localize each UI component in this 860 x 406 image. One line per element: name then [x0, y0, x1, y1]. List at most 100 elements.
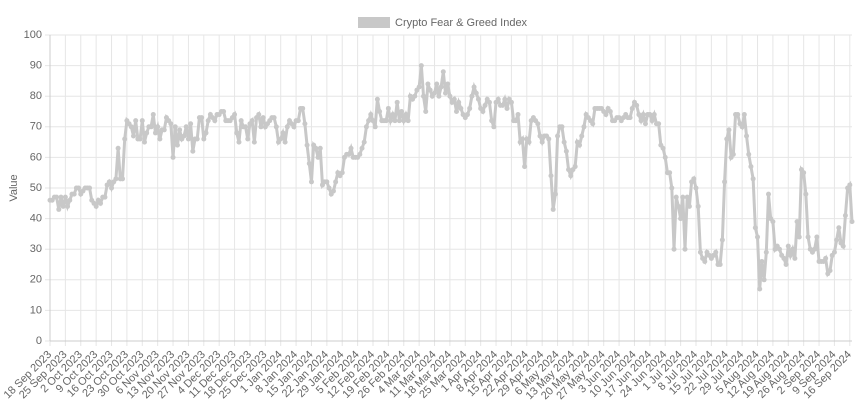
point	[396, 118, 402, 124]
point	[150, 112, 156, 118]
point	[667, 170, 673, 176]
point	[572, 164, 578, 170]
point	[836, 225, 842, 231]
point	[93, 203, 99, 209]
point	[649, 118, 655, 124]
y-tick-label: 100	[24, 29, 42, 41]
point	[750, 176, 756, 182]
point	[249, 118, 255, 124]
point	[834, 237, 840, 243]
point	[550, 206, 556, 212]
point	[456, 99, 462, 105]
point	[548, 173, 554, 179]
point	[141, 139, 147, 145]
point	[814, 234, 820, 240]
point	[54, 194, 60, 200]
point	[693, 185, 699, 191]
point	[500, 102, 506, 108]
y-tick-label: 70	[30, 121, 42, 133]
point	[258, 124, 264, 130]
legend-swatch	[358, 17, 390, 28]
point	[115, 145, 121, 151]
point	[755, 234, 761, 240]
point	[313, 145, 319, 151]
point	[113, 176, 119, 182]
point	[363, 124, 369, 130]
point	[60, 203, 66, 209]
point	[458, 105, 464, 111]
point	[236, 139, 242, 145]
point	[199, 115, 205, 121]
point	[675, 203, 681, 209]
point	[539, 139, 545, 145]
point	[324, 179, 330, 185]
point	[473, 90, 479, 96]
point	[634, 102, 640, 108]
point	[399, 109, 405, 114]
point	[278, 136, 284, 142]
point	[106, 179, 112, 185]
point	[425, 81, 431, 87]
point	[491, 124, 497, 130]
point	[636, 112, 642, 118]
point	[157, 136, 163, 142]
point	[238, 118, 244, 124]
point	[65, 203, 71, 209]
point	[232, 112, 238, 118]
point	[803, 191, 809, 197]
point	[781, 255, 787, 261]
point	[579, 133, 585, 139]
point	[713, 249, 719, 255]
point	[697, 249, 703, 255]
point	[790, 246, 796, 252]
point	[691, 176, 697, 182]
y-tick-label: 20	[30, 274, 42, 286]
point	[109, 185, 115, 191]
point	[300, 105, 306, 111]
point	[392, 118, 398, 124]
y-tick-label: 60	[30, 151, 42, 163]
y-tick-label: 40	[30, 213, 42, 225]
point	[366, 118, 372, 124]
point	[469, 93, 475, 99]
point	[647, 112, 653, 118]
point	[702, 258, 708, 264]
point	[174, 142, 180, 148]
point	[724, 136, 730, 142]
point	[432, 90, 438, 96]
point	[434, 81, 440, 87]
point	[464, 112, 470, 118]
point	[748, 164, 754, 170]
point	[243, 124, 249, 130]
point	[71, 191, 77, 197]
point	[423, 109, 429, 114]
point	[513, 118, 519, 124]
point	[122, 136, 128, 142]
point	[291, 124, 297, 130]
point	[482, 102, 488, 108]
point	[251, 139, 257, 145]
point	[282, 139, 288, 145]
point	[58, 194, 64, 200]
point	[783, 262, 789, 267]
point	[671, 246, 677, 252]
point	[590, 121, 596, 127]
point	[561, 139, 567, 145]
point	[183, 124, 189, 130]
point	[763, 249, 769, 255]
point	[563, 148, 569, 154]
legend-label: Crypto Fear & Greed Index	[395, 17, 528, 29]
point	[273, 124, 279, 130]
point	[317, 145, 323, 151]
point	[581, 124, 587, 130]
point	[566, 167, 572, 173]
point	[486, 99, 492, 105]
point	[752, 225, 758, 231]
point	[188, 121, 194, 127]
point	[139, 118, 145, 124]
point	[302, 121, 308, 127]
point	[421, 93, 427, 99]
point	[185, 136, 191, 142]
point	[315, 154, 321, 160]
